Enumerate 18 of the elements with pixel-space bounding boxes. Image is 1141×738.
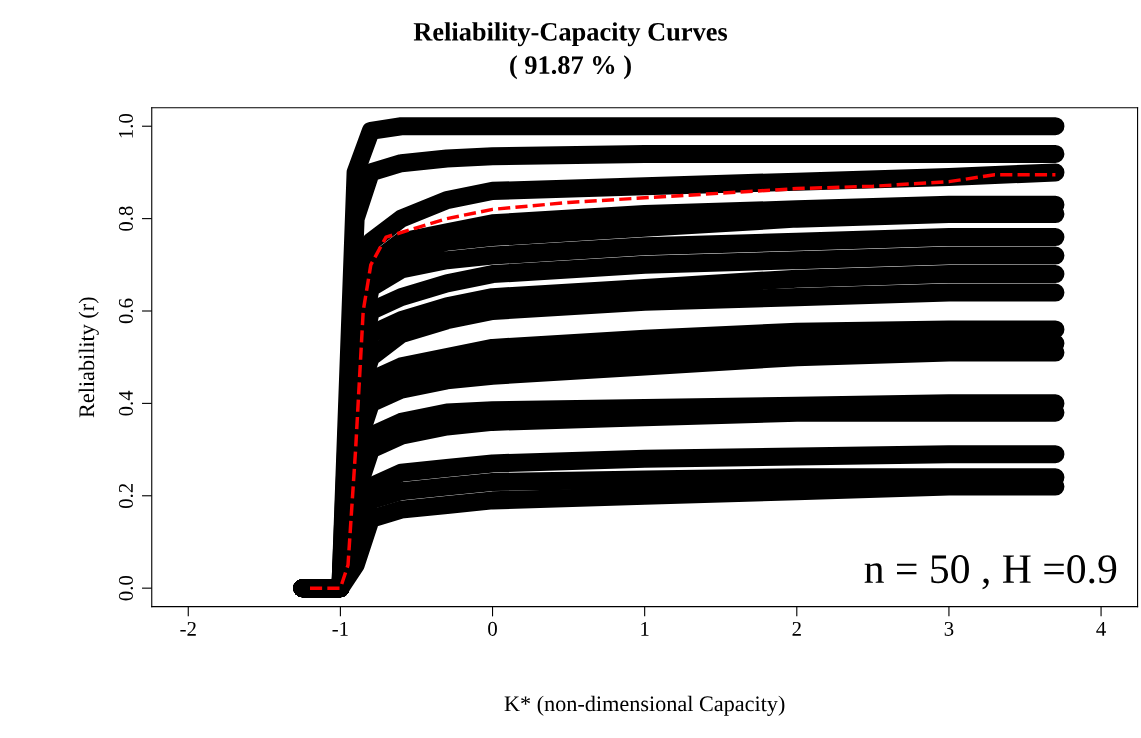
y-tick-label: 0.4 xyxy=(118,390,134,416)
annotation: n = 50 , H =0.9 xyxy=(864,555,1117,590)
x-tick-label: 4 xyxy=(1096,621,1106,636)
x-tick-label: -2 xyxy=(180,621,196,636)
y-tick-label: 0.0 xyxy=(118,575,134,601)
x-tick-label: 3 xyxy=(944,621,954,636)
y-tick-label: 0.8 xyxy=(118,206,134,231)
chart-title: Reliability-Capacity Curves xyxy=(413,22,728,47)
x-axis-title: K* (non-dimensional Capacity) xyxy=(504,695,785,716)
y-tick-label: 1.0 xyxy=(118,114,134,138)
y-tick-label: 0.6 xyxy=(118,298,134,324)
x-tick-label: 1 xyxy=(641,621,649,636)
x-tick-label: 2 xyxy=(792,621,801,636)
y-tick-label: 0.2 xyxy=(118,483,134,508)
x-tick-label: -1 xyxy=(332,621,348,636)
y-axis-title: Reliability (r) xyxy=(78,297,99,418)
chart-subtitle: ( 91.87 % ) xyxy=(510,55,631,80)
x-tick-label: 0 xyxy=(488,621,497,636)
